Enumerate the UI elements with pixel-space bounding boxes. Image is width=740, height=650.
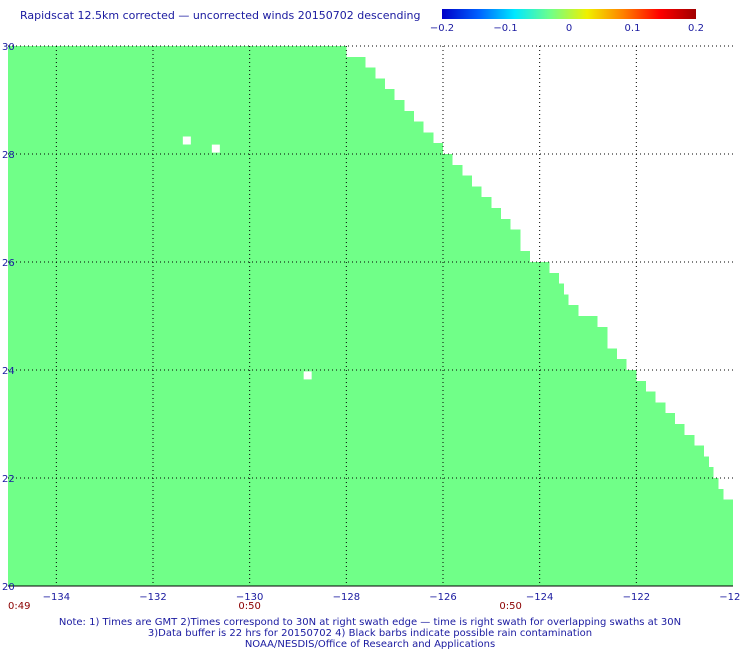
x-axis-ticks: −134 −132 −130 −128 −126 −124 −122 −120 xyxy=(43,592,740,603)
y-tick-label: 28 xyxy=(2,150,15,161)
missing-cell xyxy=(211,144,220,153)
missing-cells xyxy=(182,136,312,380)
x-tick-label: −134 xyxy=(43,592,70,603)
note-line-2: 3)Data buffer is 22 hrs for 20150702 4) … xyxy=(147,628,593,639)
missing-cell xyxy=(182,136,191,145)
colorbar-tick-label: −0.2 xyxy=(430,23,454,34)
time-label: 0:50 xyxy=(238,601,260,612)
y-tick-label: 22 xyxy=(2,474,15,485)
x-tick-label: −126 xyxy=(429,592,456,603)
y-tick-label: 20 xyxy=(2,582,15,593)
chart-title: Rapidscat 12.5km corrected — uncorrected… xyxy=(20,9,421,22)
missing-cell xyxy=(303,371,312,380)
x-tick-label: −122 xyxy=(623,592,650,603)
colorbar-tick-label: 0 xyxy=(566,23,572,34)
y-tick-label: 26 xyxy=(2,258,15,269)
colorbar-tick-label: 0.2 xyxy=(688,23,704,34)
note-line-1: Note: 1) Times are GMT 2)Times correspon… xyxy=(58,617,682,628)
time-label: 0:49 xyxy=(8,601,30,612)
y-tick-label: 30 xyxy=(2,42,15,53)
x-tick-label: −120 xyxy=(719,592,740,603)
swath-area xyxy=(8,46,733,586)
y-tick-label: 24 xyxy=(2,366,15,377)
note-line-3: NOAA/NESDIS/Office of Research and Appli… xyxy=(244,639,496,650)
grid-lines xyxy=(8,45,733,587)
x-tick-label: −128 xyxy=(333,592,360,603)
swath-fill xyxy=(8,46,733,586)
colorbar-tick-label: 0.1 xyxy=(625,23,641,34)
colorbar-bar xyxy=(442,9,696,19)
x-tick-label: −132 xyxy=(139,592,166,603)
y-axis-ticks: 20 22 24 26 28 30 xyxy=(2,42,15,593)
time-label: 0:50 xyxy=(499,601,521,612)
colorbar-tick-label: −0.1 xyxy=(493,23,517,34)
x-tick-label: −124 xyxy=(526,592,553,603)
x-tick-label: −130 xyxy=(236,592,263,603)
colorbar: −0.2 −0.1 0 0.1 0.2 xyxy=(430,9,704,34)
time-labels: 0:49 0:50 0:50 xyxy=(8,601,522,612)
